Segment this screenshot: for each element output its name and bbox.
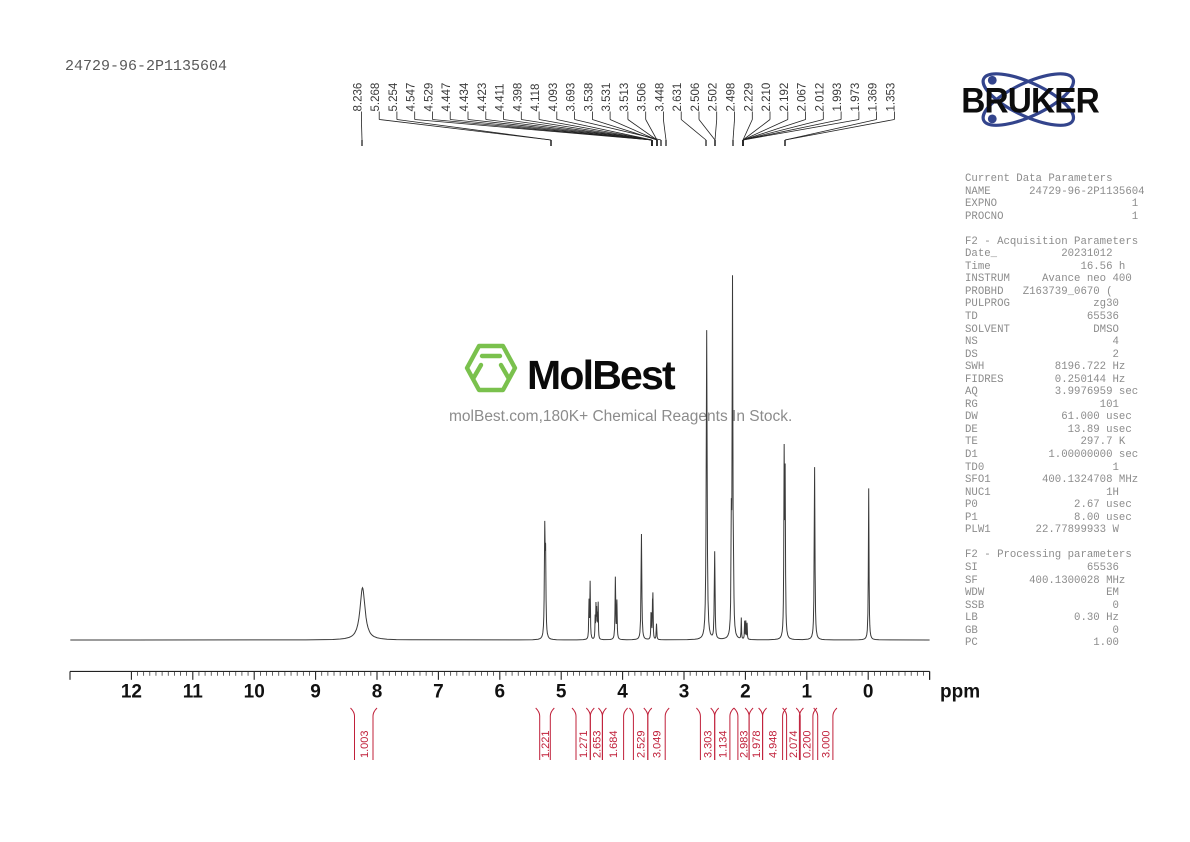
svg-text:4.398: 4.398 [512, 83, 524, 112]
svg-text:1.003: 1.003 [359, 730, 371, 758]
svg-text:1.993: 1.993 [832, 83, 844, 112]
svg-text:4.118: 4.118 [530, 84, 542, 112]
svg-text:4.948: 4.948 [768, 730, 780, 758]
svg-text:4.529: 4.529 [424, 83, 436, 112]
svg-text:2.074: 2.074 [788, 730, 800, 758]
svg-text:8.236: 8.236 [352, 83, 364, 112]
svg-text:3.303: 3.303 [703, 730, 715, 758]
svg-text:1.684: 1.684 [608, 730, 620, 758]
svg-text:2.210: 2.210 [761, 83, 773, 112]
svg-text:3.000: 3.000 [820, 730, 832, 758]
svg-text:1.978: 1.978 [751, 730, 763, 758]
svg-text:1.221: 1.221 [540, 730, 552, 758]
svg-text:5.254: 5.254 [388, 82, 400, 111]
svg-text:2.498: 2.498 [726, 83, 738, 112]
svg-text:5.268: 5.268 [370, 83, 382, 112]
svg-text:8: 8 [372, 682, 383, 703]
svg-text:4: 4 [617, 682, 628, 703]
svg-text:2.631: 2.631 [672, 83, 684, 112]
svg-text:10: 10 [244, 682, 265, 703]
svg-text:1.271: 1.271 [578, 730, 590, 758]
svg-text:1.973: 1.973 [850, 83, 862, 112]
svg-text:9: 9 [310, 682, 321, 703]
svg-text:4.411: 4.411 [495, 84, 507, 112]
svg-text:3.506: 3.506 [637, 83, 649, 112]
svg-text:4.547: 4.547 [406, 83, 418, 112]
svg-text:2.192: 2.192 [779, 83, 791, 112]
svg-text:2.229: 2.229 [743, 83, 755, 112]
svg-text:5: 5 [556, 682, 567, 703]
svg-text:2.529: 2.529 [636, 730, 648, 758]
svg-text:4.423: 4.423 [477, 83, 489, 112]
svg-text:2.502: 2.502 [708, 83, 720, 112]
svg-text:4.447: 4.447 [441, 83, 453, 112]
svg-text:11: 11 [183, 682, 204, 703]
svg-text:3.448: 3.448 [654, 83, 666, 112]
svg-text:7: 7 [433, 682, 444, 703]
svg-text:2.653: 2.653 [591, 730, 603, 758]
svg-text:3.538: 3.538 [583, 83, 595, 112]
svg-text:3.513: 3.513 [619, 83, 631, 112]
svg-text:1.134: 1.134 [717, 730, 729, 758]
svg-text:0.200: 0.200 [802, 730, 814, 758]
svg-text:3: 3 [679, 682, 690, 703]
svg-text:2.983: 2.983 [739, 730, 751, 758]
svg-text:1.369: 1.369 [868, 83, 880, 112]
svg-text:3.049: 3.049 [652, 730, 664, 758]
svg-text:3.531: 3.531 [601, 83, 613, 112]
svg-text:2: 2 [740, 682, 751, 703]
svg-text:4.434: 4.434 [459, 82, 471, 111]
svg-text:6: 6 [495, 682, 506, 703]
svg-text:ppm: ppm [940, 682, 980, 703]
svg-text:2.506: 2.506 [690, 83, 702, 112]
svg-text:4.093: 4.093 [548, 83, 560, 112]
svg-text:0: 0 [863, 682, 874, 703]
svg-text:3.693: 3.693 [566, 83, 578, 112]
svg-text:1: 1 [802, 682, 813, 703]
svg-text:12: 12 [121, 682, 142, 703]
svg-text:2.067: 2.067 [797, 83, 809, 112]
svg-text:1.353: 1.353 [885, 83, 897, 112]
svg-text:2.012: 2.012 [814, 83, 826, 112]
